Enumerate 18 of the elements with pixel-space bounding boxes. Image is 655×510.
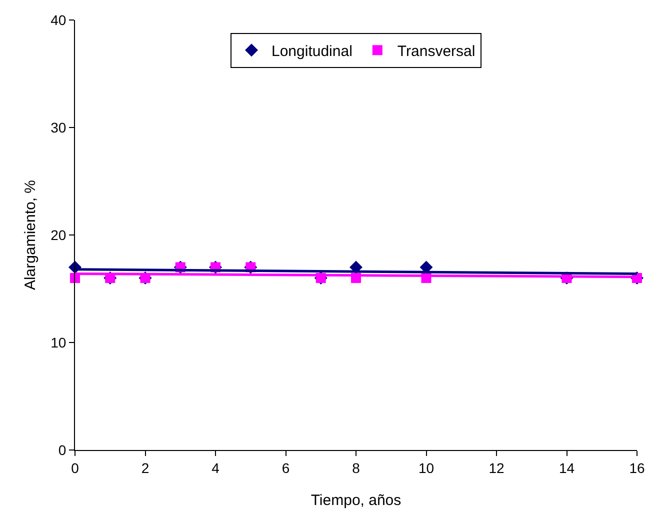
x-tick-label: 8 (352, 460, 360, 476)
x-tick-label: 6 (282, 460, 290, 476)
x-tick-label: 2 (141, 460, 150, 476)
y-tick-label: 0 (58, 442, 66, 458)
x-tick-label: 0 (71, 460, 80, 476)
legend-label: Transversal (397, 43, 476, 60)
x-tick-label: 14 (558, 460, 575, 476)
legend-label: Longitudinal (272, 43, 352, 60)
y-tick-label: 10 (50, 334, 66, 350)
x-tick-label: 12 (488, 460, 504, 476)
y-axis-title: Alargamiento, % (22, 180, 39, 290)
x-tick-label: 4 (212, 460, 220, 476)
y-tick-label: 30 (50, 119, 66, 136)
x-tick-label: 10 (418, 460, 434, 476)
y-tick-label: 40 (50, 12, 66, 28)
y-tick-label: 20 (50, 226, 66, 243)
x-tick-label: 16 (629, 460, 645, 476)
x-axis-title: Tiempo, años (310, 492, 402, 509)
